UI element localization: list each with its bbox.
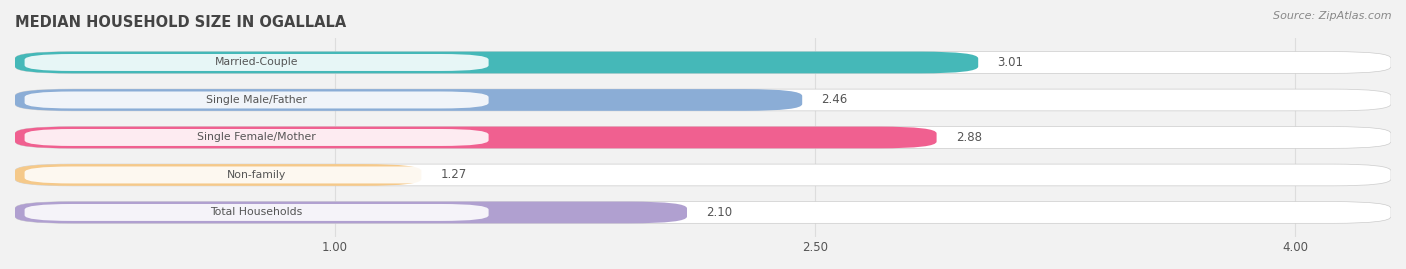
FancyBboxPatch shape [15,164,422,186]
Text: 1.27: 1.27 [440,168,467,182]
FancyBboxPatch shape [15,201,688,223]
Text: Married-Couple: Married-Couple [215,58,298,68]
FancyBboxPatch shape [15,201,1391,223]
FancyBboxPatch shape [15,89,803,111]
FancyBboxPatch shape [24,204,489,221]
Text: Non-family: Non-family [226,170,287,180]
FancyBboxPatch shape [15,127,1391,148]
Text: Total Households: Total Households [211,207,302,217]
FancyBboxPatch shape [15,164,1391,186]
Text: 3.01: 3.01 [997,56,1024,69]
FancyBboxPatch shape [24,54,489,71]
Text: Single Male/Father: Single Male/Father [207,95,307,105]
Text: Source: ZipAtlas.com: Source: ZipAtlas.com [1274,11,1392,21]
Text: 2.10: 2.10 [706,206,733,219]
FancyBboxPatch shape [15,52,1391,73]
Text: 2.88: 2.88 [956,131,981,144]
Text: MEDIAN HOUSEHOLD SIZE IN OGALLALA: MEDIAN HOUSEHOLD SIZE IN OGALLALA [15,15,346,30]
FancyBboxPatch shape [15,52,979,73]
FancyBboxPatch shape [24,129,489,146]
FancyBboxPatch shape [15,127,936,148]
FancyBboxPatch shape [24,91,489,108]
FancyBboxPatch shape [15,89,1391,111]
Text: 2.46: 2.46 [821,93,848,107]
Text: Single Female/Mother: Single Female/Mother [197,132,316,143]
FancyBboxPatch shape [24,167,489,183]
